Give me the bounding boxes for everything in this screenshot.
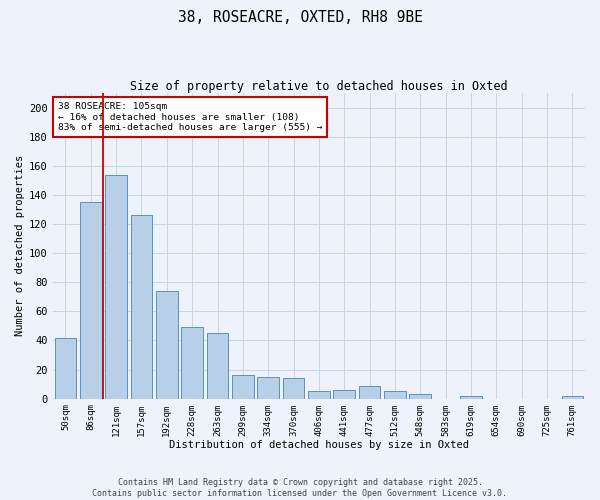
Bar — [207, 333, 228, 398]
Bar — [562, 396, 583, 398]
Bar — [359, 386, 380, 398]
Bar — [55, 338, 76, 398]
Text: 38, ROSEACRE, OXTED, RH8 9BE: 38, ROSEACRE, OXTED, RH8 9BE — [178, 10, 422, 25]
Bar — [257, 377, 279, 398]
Text: 38 ROSEACRE: 105sqm
← 16% of detached houses are smaller (108)
83% of semi-detac: 38 ROSEACRE: 105sqm ← 16% of detached ho… — [58, 102, 323, 132]
Bar — [409, 394, 431, 398]
Text: Contains HM Land Registry data © Crown copyright and database right 2025.
Contai: Contains HM Land Registry data © Crown c… — [92, 478, 508, 498]
Bar — [106, 174, 127, 398]
Title: Size of property relative to detached houses in Oxted: Size of property relative to detached ho… — [130, 80, 508, 93]
Bar — [384, 392, 406, 398]
Bar — [283, 378, 304, 398]
Bar — [131, 216, 152, 398]
Bar — [308, 392, 329, 398]
X-axis label: Distribution of detached houses by size in Oxted: Distribution of detached houses by size … — [169, 440, 469, 450]
Bar — [156, 291, 178, 399]
Bar — [181, 328, 203, 398]
Y-axis label: Number of detached properties: Number of detached properties — [15, 155, 25, 336]
Bar — [460, 396, 482, 398]
Bar — [80, 202, 101, 398]
Bar — [334, 390, 355, 398]
Bar — [232, 376, 254, 398]
